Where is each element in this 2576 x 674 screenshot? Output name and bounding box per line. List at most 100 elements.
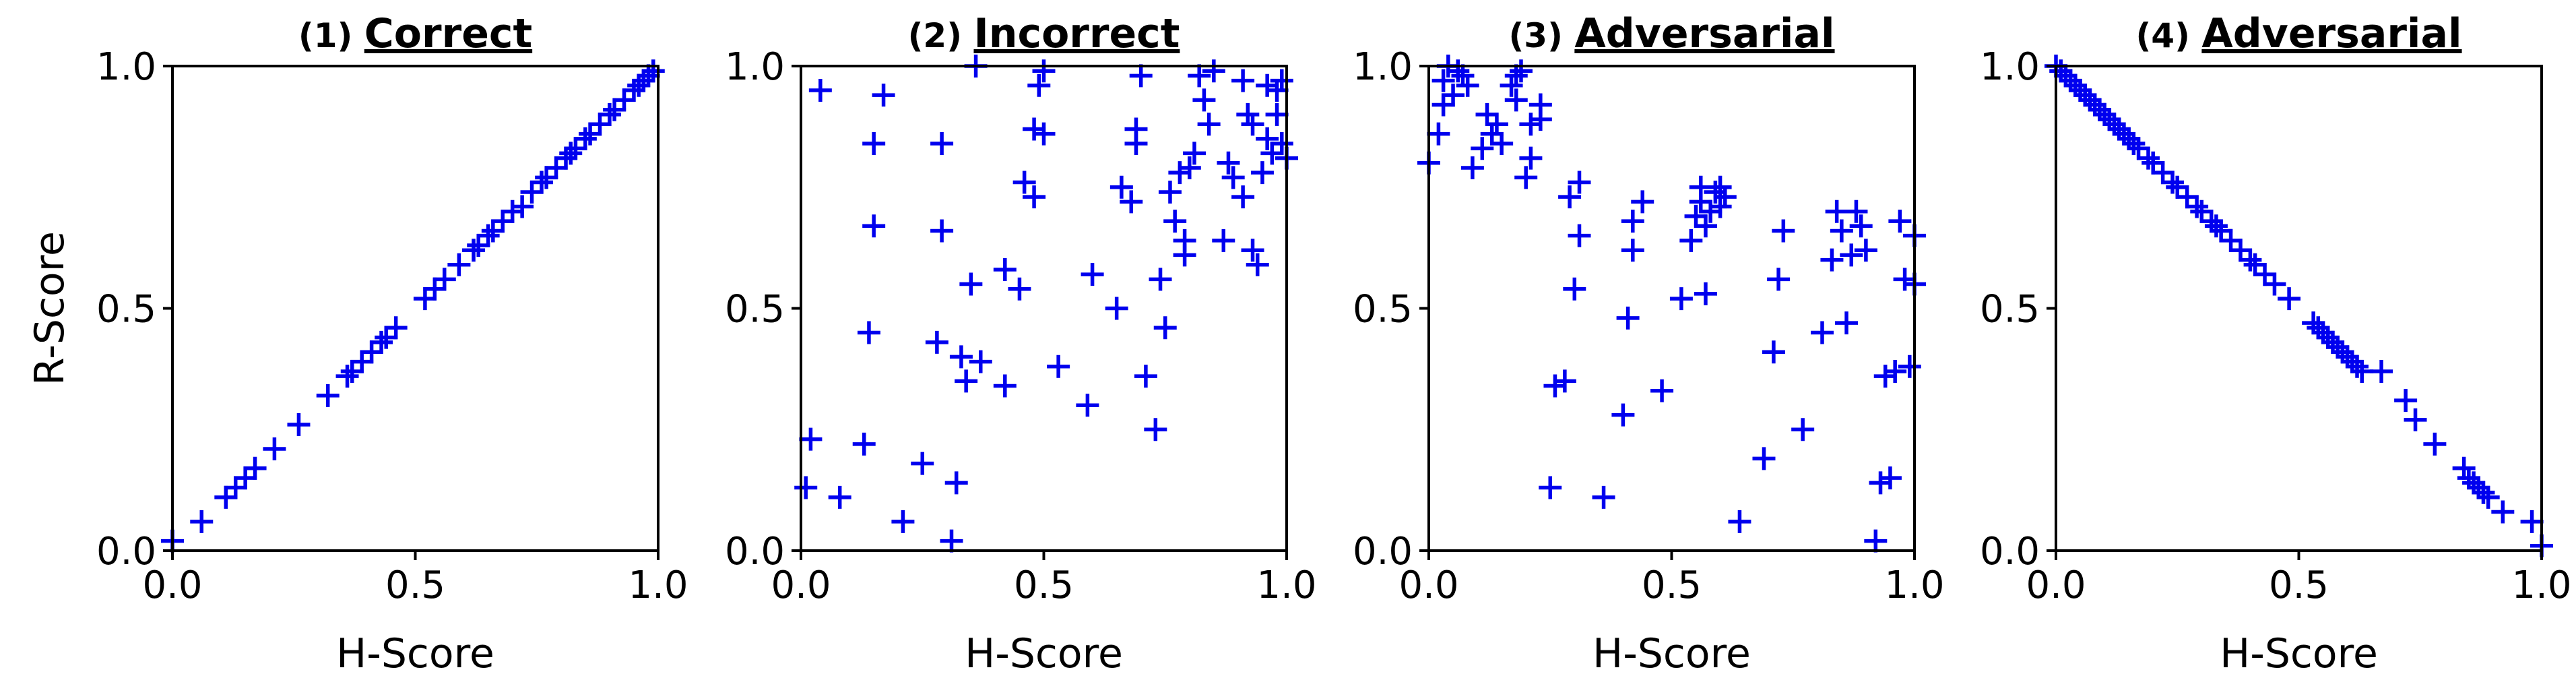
data-point: [1460, 156, 1484, 179]
data-point: [1270, 132, 1293, 156]
data-point: [1032, 122, 1056, 146]
data-point: [511, 195, 534, 218]
data-point: [1197, 113, 1221, 136]
data-point: [1047, 355, 1070, 378]
data-point: [794, 476, 818, 499]
data-point: [1120, 190, 1143, 214]
data-point: [287, 413, 311, 437]
data-point: [554, 146, 578, 170]
data-point: [1679, 228, 1703, 252]
data-point: [384, 316, 408, 340]
x-axis-label: H-Score: [965, 630, 1123, 674]
data-point: [1270, 69, 1293, 92]
data-point: [1471, 137, 1494, 160]
data-point: [413, 287, 437, 311]
data-point: [2476, 485, 2500, 509]
data-point: [857, 321, 880, 344]
data-point: [925, 330, 948, 354]
data-point: [1825, 200, 1848, 223]
data-point: [1265, 102, 1289, 126]
data-point: [632, 69, 655, 92]
x-tick-label: 1.0: [2511, 563, 2571, 607]
data-point: [1012, 171, 1036, 194]
data-point: [1568, 224, 1591, 247]
data-point: [1568, 171, 1591, 194]
data-point: [370, 330, 393, 354]
data-point: [1124, 132, 1148, 156]
data-point: [2098, 108, 2121, 131]
data-point: [544, 156, 568, 179]
data-point: [1869, 471, 1892, 495]
data-point: [799, 427, 823, 451]
data-point: [214, 485, 238, 509]
x-tick-label: 0.0: [142, 563, 202, 607]
data-point: [641, 59, 665, 83]
data-point: [1611, 403, 1635, 427]
data-point: [1168, 161, 1192, 185]
data-point: [360, 340, 383, 364]
data-point: [2423, 432, 2447, 456]
data-point: [2307, 316, 2330, 340]
data-point: [2073, 84, 2097, 107]
data-point: [2331, 340, 2354, 364]
data-point: [1144, 418, 1167, 441]
y-tick-label: 0.5: [1353, 288, 1413, 332]
y-tick-label: 1.0: [1353, 45, 1413, 89]
data-point: [1539, 476, 1562, 499]
data-point: [808, 78, 832, 102]
data-point: [2472, 481, 2495, 504]
data-point: [1553, 369, 1576, 393]
data-point: [316, 384, 340, 407]
data-point: [2326, 336, 2350, 359]
data-point: [1163, 210, 1187, 233]
data-point: [2136, 146, 2160, 170]
data-point: [1431, 69, 1455, 92]
data-point: [2462, 471, 2486, 495]
data-point: [944, 471, 968, 495]
data-point: [993, 257, 1017, 281]
data-point: [1835, 311, 1859, 335]
data-point: [1558, 185, 1582, 209]
y-axis-label: R-Score: [26, 231, 73, 386]
x-tick-label: 1.0: [1884, 563, 1944, 607]
data-point: [2122, 132, 2146, 156]
data-point: [350, 350, 374, 373]
data-point: [1149, 268, 1172, 291]
data-point: [2190, 200, 2214, 223]
data-point: [612, 88, 636, 112]
data-point: [1708, 195, 1732, 218]
data-point: [2278, 287, 2301, 311]
data-point: [1158, 180, 1182, 204]
data-point: [1442, 84, 1465, 107]
data-point: [564, 137, 587, 160]
data-point: [1231, 185, 1255, 209]
data-point: [1669, 287, 1693, 311]
data-point: [2117, 127, 2141, 150]
data-point: [579, 122, 602, 146]
data-point: [955, 369, 978, 393]
data-point: [1153, 316, 1177, 340]
data-point: [1105, 297, 1128, 320]
data-point: [529, 171, 553, 194]
data-point: [598, 102, 621, 126]
data-point: [234, 466, 257, 490]
x-tick-label: 0.5: [1014, 563, 1074, 607]
y-tick-label: 0.0: [1980, 530, 2040, 574]
data-point: [2243, 253, 2267, 276]
data-point: [467, 234, 490, 257]
data-point: [1820, 248, 1844, 272]
data-point: [1878, 466, 1902, 490]
data-point: [1704, 180, 1727, 204]
y-tick-label: 0.0: [1353, 530, 1413, 574]
y-tick-label: 0.0: [96, 530, 156, 574]
data-point: [1500, 73, 1523, 97]
x-tick-label: 1.0: [628, 563, 688, 607]
data-point: [1129, 64, 1153, 88]
data-point: [1893, 268, 1917, 291]
chart-title: (1) Correct: [298, 10, 532, 57]
data-point: [852, 432, 876, 456]
data-point: [1840, 243, 1863, 267]
data-point: [1231, 69, 1255, 92]
data-point: [1650, 379, 1674, 402]
data-point: [1699, 200, 1722, 223]
